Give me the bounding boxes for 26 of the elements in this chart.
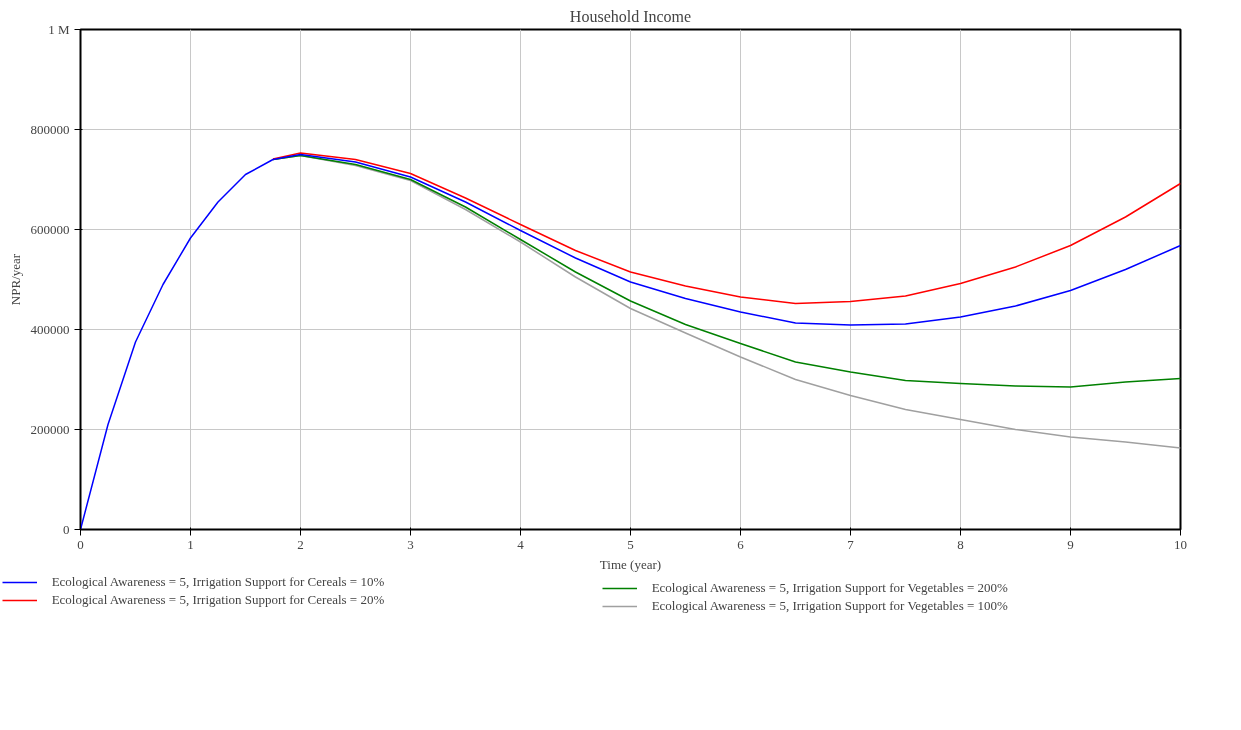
legend-label: Ecological Awareness = 5, Irrigation Support for Vegetables = 100% bbox=[651, 598, 1008, 614]
y-axis-title: NPR/year bbox=[7, 253, 23, 306]
y-tick-label: 200000 bbox=[30, 422, 70, 437]
x-tick-label: 6 bbox=[737, 536, 745, 552]
legend-label: Ecological Awareness = 5, Irrigation Support for Cereals = 10% bbox=[51, 574, 385, 590]
x-tick-label: 8 bbox=[957, 536, 964, 552]
x-tick-label: 10 bbox=[1174, 536, 1187, 552]
legend-label: Ecological Awareness = 5, Irrigation Support for Vegetables = 200% bbox=[651, 580, 1008, 596]
line-series bbox=[80, 153, 1181, 530]
y-tick-label: 0 bbox=[63, 522, 70, 537]
y-tick-label: 1 M bbox=[48, 22, 70, 37]
y-tick-label: 400000 bbox=[30, 322, 70, 337]
x-tick-label: 7 bbox=[847, 536, 855, 552]
y-tick-label: 600000 bbox=[30, 222, 70, 237]
y-tick-label: 800000 bbox=[30, 122, 70, 137]
legend-label: Ecological Awareness = 5, Irrigation Support for Cereals = 20% bbox=[51, 592, 385, 608]
chart-title: Household Income bbox=[569, 7, 692, 25]
x-tick-label: 0 bbox=[77, 536, 84, 552]
x-tick-label: 5 bbox=[627, 536, 634, 552]
x-tick-label: 3 bbox=[407, 536, 414, 552]
x-tick-label: 2 bbox=[297, 536, 304, 552]
x-axis-title: Time (year) bbox=[599, 556, 662, 572]
x-tick-label: 1 bbox=[187, 536, 194, 552]
x-tick-label: 4 bbox=[517, 536, 525, 552]
line-series bbox=[272, 152, 1181, 305]
x-tick-label: 9 bbox=[1067, 536, 1074, 552]
